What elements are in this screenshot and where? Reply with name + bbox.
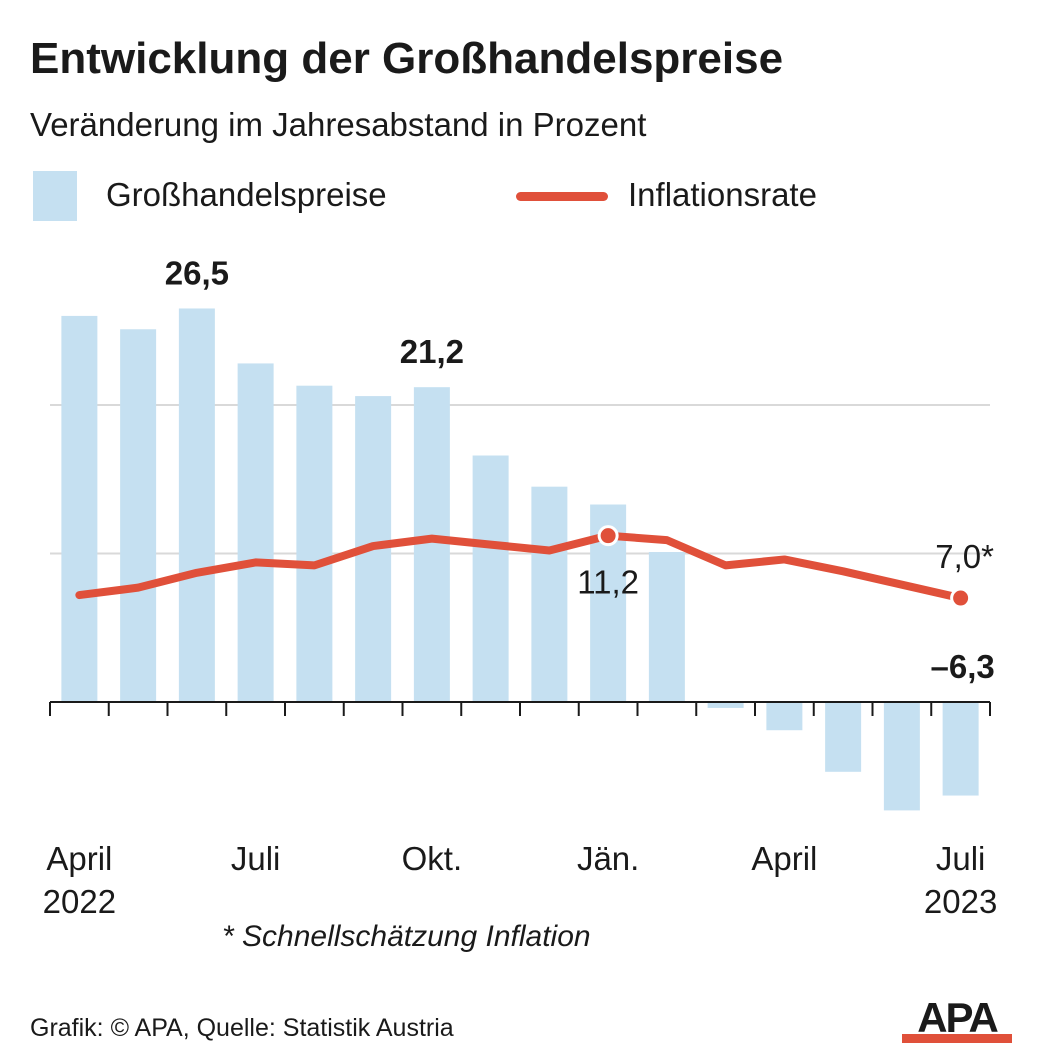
data-label: 26,5 (165, 254, 229, 291)
chart-subtitle: Veränderung im Jahresabstand in Prozent (30, 106, 647, 143)
source-credit: Grafik: © APA, Quelle: Statistik Austria (30, 1014, 454, 1042)
bar-2022-04 (61, 315, 98, 702)
x-axis (49, 701, 991, 716)
legend: Großhandelspreise Inflationsrate (30, 166, 1010, 222)
x-tick-label: 2022 (43, 883, 116, 920)
bar-2023-04 (766, 702, 803, 731)
x-tick-label: Okt. (402, 840, 463, 877)
bar-2022-05 (120, 329, 157, 702)
bar-2022-08 (296, 385, 333, 702)
bar-2023-07 (942, 702, 979, 796)
legend-line-label: Inflationsrate (628, 176, 817, 213)
bar-2023-06 (883, 702, 920, 811)
x-tick-label: 2023 (924, 883, 997, 920)
bar-2023-03 (707, 702, 744, 708)
bar-2022-07 (237, 363, 274, 702)
bar-2022-12 (531, 486, 568, 702)
data-label: 21,2 (400, 333, 464, 370)
line-series (75, 525, 972, 609)
data-label: 11,2 (577, 564, 639, 601)
chart-title: Entwicklung der Großhandelspreise (30, 34, 784, 83)
footnote: * Schnellschätzung Inflation (222, 920, 591, 953)
bar-2023-05 (825, 702, 862, 772)
x-tick-label: Jän. (577, 840, 639, 877)
x-tick-label: Juli (936, 840, 986, 877)
data-label: 7,0* (935, 538, 994, 575)
apa-logo: APA (902, 996, 1012, 1043)
bar-2023-02 (648, 552, 685, 702)
bar-series (61, 308, 979, 811)
inflation-line (75, 531, 965, 603)
legend-bar-label: Großhandelspreise (106, 176, 387, 213)
legend-line-swatch (516, 192, 608, 201)
x-tick-label: April (46, 840, 112, 877)
chart-area: 26,5 21,2 –6,3 11,2 7,0* April 2022 Juli Okt. Jä… (43, 254, 998, 920)
line-point-2023-01 (597, 525, 619, 547)
line-point-2023-07 (950, 587, 972, 609)
bar-2022-06 (178, 308, 215, 702)
data-labels: 26,5 21,2 –6,3 11,2 7,0* (165, 254, 995, 685)
legend-bar-swatch (33, 171, 77, 221)
x-tick-labels: April 2022 Juli Okt. Jän. April Juli 2023 (43, 840, 998, 920)
bar-2022-10 (413, 387, 450, 702)
svg-text:APA: APA (917, 996, 998, 1041)
bar-2022-11 (472, 455, 509, 702)
x-tick-label: April (751, 840, 817, 877)
x-tick-label: Juli (231, 840, 281, 877)
data-label: –6,3 (931, 648, 995, 685)
